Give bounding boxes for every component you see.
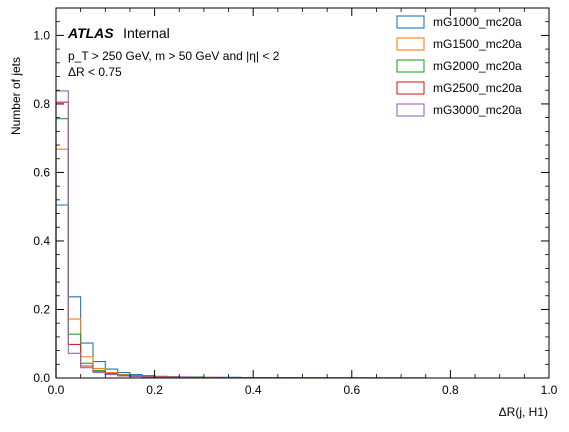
legend-swatch-3 <box>396 81 425 95</box>
y-axis-label: Number of jets <box>9 57 23 135</box>
x-tick-label: 1.0 <box>541 383 558 397</box>
x-axis-label: ΔR(j, H1) <box>499 405 548 419</box>
legend-swatch-2 <box>396 59 425 73</box>
legend-label-1: mG1500_mc20a <box>433 37 522 51</box>
y-tick-label: 0.4 <box>33 234 50 248</box>
legend-label-4: mG3000_mc20a <box>433 103 522 117</box>
legend-swatch-1 <box>396 37 425 51</box>
legend-label-0: mG1000_mc20a <box>433 15 522 29</box>
x-tick-label: 0.0 <box>48 383 65 397</box>
x-tick-label: 0.6 <box>343 383 360 397</box>
x-tick-label: 0.4 <box>245 383 262 397</box>
y-tick-label: 0.8 <box>33 97 50 111</box>
y-tick-label: 0.0 <box>33 371 50 385</box>
legend-swatch-4 <box>396 103 425 117</box>
legend: mG1000_mc20a mG1500_mc20a mG2000_mc20a mG25… <box>396 15 522 117</box>
legend-label-2: mG2000_mc20a <box>433 59 522 73</box>
ticks-layer: 0.0 0.2 0.4 0.6 0.8 1.0 0.0 0.2 0.4 0.6 0.8 1.0 <box>33 7 558 397</box>
atlas-experiment: ATLAS <box>67 25 114 41</box>
legend-swatch-0 <box>396 15 425 29</box>
legend-label-3: mG2500_mc20a <box>433 81 522 95</box>
atlas-status: Internal <box>123 25 170 41</box>
y-tick-label: 0.6 <box>33 165 50 179</box>
selection-text-2: ΔR < 0.75 <box>68 65 122 79</box>
x-tick-label: 0.2 <box>146 383 163 397</box>
plot-frame <box>55 7 550 379</box>
y-tick-label: 0.2 <box>33 302 50 316</box>
atlas-label: ATLAS Internal <box>67 25 170 42</box>
selection-text-1: p_T > 250 GeV, m > 50 GeV and |η| < 2 <box>68 49 280 63</box>
y-tick-label: 1.0 <box>33 28 50 42</box>
x-tick-label: 0.8 <box>442 383 459 397</box>
